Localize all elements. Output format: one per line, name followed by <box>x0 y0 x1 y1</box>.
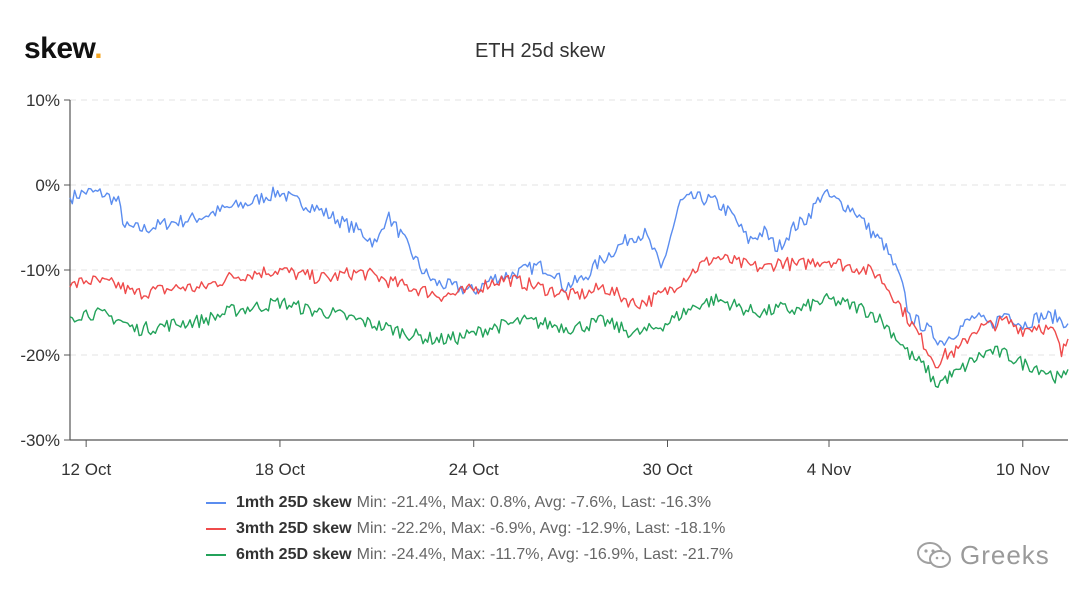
x-tick-label: 30 Oct <box>642 460 692 479</box>
y-tick-label: -10% <box>20 261 60 280</box>
logo-text: skew <box>24 32 95 65</box>
greeks-watermark: Greeks <box>916 540 1050 571</box>
legend-stats-1mth: Min: -21.4%, Max: 0.8%, Avg: -7.6%, Last… <box>356 494 712 511</box>
series-line-3 <box>69 293 1069 388</box>
legend-item-1mth[interactable]: 1mth 25D skew Min: -21.4%, Max: 0.8%, Av… <box>206 490 733 516</box>
logo-dot: . <box>94 32 103 65</box>
watermark-text: Greeks <box>960 540 1050 570</box>
wechat-icon <box>917 541 951 568</box>
chart-legend: 1mth 25D skew Min: -21.4%, Max: 0.8%, Av… <box>206 490 733 568</box>
legend-stats-6mth: Min: -24.4%, Max: -11.7%, Avg: -16.9%, L… <box>356 546 734 563</box>
y-tick-label: -30% <box>20 431 60 450</box>
y-tick-label: 0% <box>35 176 60 195</box>
x-tick-label: 24 Oct <box>449 460 499 479</box>
legend-label-3mth: 3mth 25D skew <box>236 520 352 537</box>
series-line-1 <box>69 186 1069 346</box>
x-tick-label: 18 Oct <box>255 460 305 479</box>
x-tick-label: 4 Nov <box>807 460 852 479</box>
y-tick-label: 10% <box>26 91 60 110</box>
x-tick-label: 12 Oct <box>61 460 111 479</box>
legend-swatch-3mth <box>206 528 226 530</box>
series-lines <box>69 186 1069 388</box>
legend-label-1mth: 1mth 25D skew <box>236 494 352 511</box>
x-tick-label: 10 Nov <box>996 460 1050 479</box>
legend-item-6mth[interactable]: 6mth 25D skew Min: -24.4%, Max: -11.7%, … <box>206 542 733 568</box>
legend-stats-3mth: Min: -22.2%, Max: -6.9%, Avg: -12.9%, La… <box>356 520 726 537</box>
chart-title: ETH 25d skew <box>474 40 606 62</box>
series-line-2 <box>69 253 1069 369</box>
chart-grid <box>70 99 1068 356</box>
x-axis: 12 Oct 18 Oct 24 Oct 30 Oct 4 Nov 10 Nov <box>61 439 1068 479</box>
legend-swatch-6mth <box>206 554 226 556</box>
legend-item-3mth[interactable]: 3mth 25D skew Min: -22.2%, Max: -6.9%, A… <box>206 516 733 542</box>
legend-label-6mth: 6mth 25D skew <box>236 546 352 563</box>
y-axis: 10% 0% -10% -20% -30% <box>20 91 71 450</box>
legend-swatch-1mth <box>206 502 226 504</box>
skew-logo: skew. <box>24 32 103 66</box>
y-tick-label: -20% <box>20 346 60 365</box>
